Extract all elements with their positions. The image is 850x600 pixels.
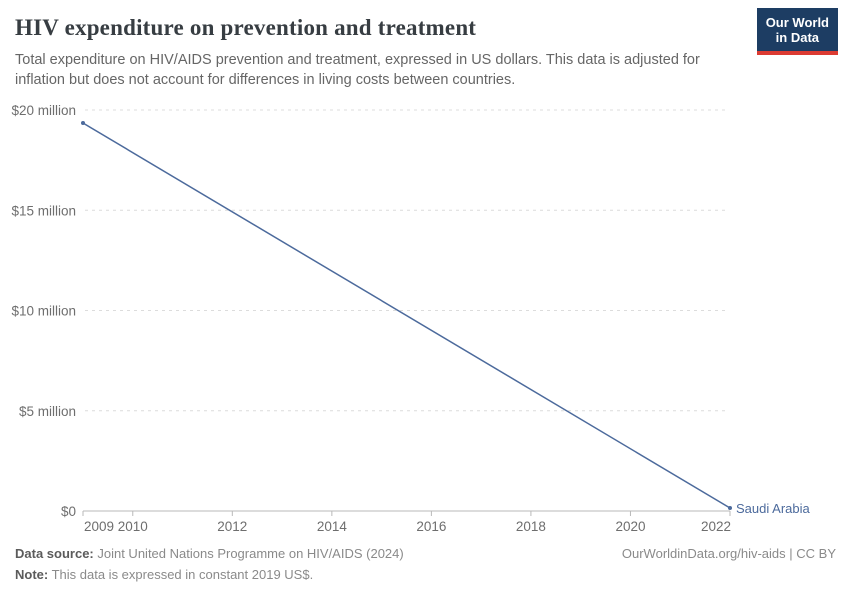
- chart-subtitle: Total expenditure on HIV/AIDS prevention…: [15, 52, 700, 88]
- owid-logo-line1: Our World: [765, 15, 829, 30]
- data-source-line: Data source: Joint United Nations Progra…: [15, 546, 404, 561]
- y-axis-label: $0: [61, 504, 76, 519]
- data-source-label: Data source:: [15, 546, 94, 561]
- x-axis-label: 2010: [118, 519, 148, 534]
- x-axis-label: 2014: [317, 519, 348, 534]
- entity-label[interactable]: Saudi Arabia: [736, 501, 810, 516]
- data-point[interactable]: [728, 505, 732, 510]
- x-axis-label: 2018: [516, 519, 546, 534]
- owid-logo[interactable]: Our World in Data: [756, 8, 838, 55]
- note-label: Note:: [15, 567, 49, 582]
- footer-link[interactable]: OurWorldinData.org/hiv-aids | CC BY: [621, 546, 836, 561]
- data-point[interactable]: [81, 121, 85, 126]
- chart-header: HIV expenditure on prevention and treatm…: [0, 0, 850, 90]
- y-axis-label: $10 million: [11, 304, 76, 319]
- note-text: This data is expressed in constant 2019 …: [48, 567, 314, 582]
- owid-logo-line2: in Data: [775, 30, 820, 46]
- chart-footer: Data source: Joint United Nations Progra…: [15, 546, 836, 582]
- data-line[interactable]: [82, 122, 731, 509]
- x-axis-label: 2022: [701, 519, 731, 534]
- y-axis-label: $15 million: [11, 203, 76, 218]
- y-axis-label: $5 million: [19, 404, 76, 419]
- x-axis-label: 2016: [416, 519, 446, 534]
- note-line: Note: This data is expressed in constant…: [15, 567, 836, 582]
- chart-area: $0 $5 million $10 million $15 million $20 mi…: [0, 95, 850, 540]
- page-title: HIV expenditure on prevention and treatm…: [15, 15, 477, 40]
- data-source-text: Joint United Nations Programme on HIV/AI…: [93, 546, 404, 561]
- x-axis-label: 2009: [84, 519, 114, 534]
- y-axis-label: $20 million: [11, 103, 76, 118]
- x-axis-label: 2020: [615, 519, 645, 534]
- x-axis-label: 2012: [217, 519, 247, 534]
- chart-svg: $0 $5 million $10 million $15 million $20 mi…: [11, 103, 810, 534]
